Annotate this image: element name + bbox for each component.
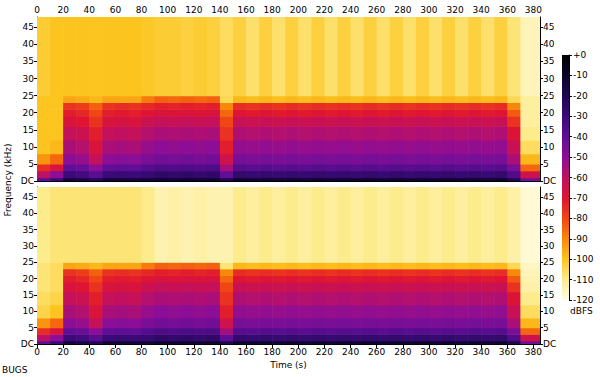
svg-text:30: 30 [543, 74, 555, 84]
svg-text:80: 80 [136, 347, 148, 357]
svg-text:320: 320 [446, 347, 463, 357]
svg-text:45: 45 [23, 22, 34, 32]
svg-text:220: 220 [316, 347, 333, 357]
svg-text:35: 35 [543, 225, 554, 235]
svg-text:25: 25 [543, 91, 554, 101]
svg-text:45: 45 [543, 22, 554, 32]
svg-text:280: 280 [394, 347, 411, 357]
svg-text:-90: -90 [573, 234, 588, 244]
svg-text:340: 340 [473, 5, 490, 15]
svg-text:40: 40 [23, 39, 35, 49]
svg-text:140: 140 [211, 5, 228, 15]
svg-text:45: 45 [543, 192, 554, 202]
svg-text:100: 100 [159, 5, 176, 15]
svg-text:240: 240 [342, 5, 359, 15]
svg-text:0: 0 [34, 5, 40, 15]
svg-text:380: 380 [525, 347, 542, 357]
svg-text:30: 30 [23, 74, 35, 84]
svg-text:-60: -60 [573, 173, 588, 183]
svg-text:DC: DC [543, 339, 556, 349]
svg-text:20: 20 [57, 5, 69, 15]
svg-text:25: 25 [23, 257, 34, 267]
svg-text:-10: -10 [573, 70, 588, 80]
svg-text:-50: -50 [573, 152, 588, 162]
svg-text:240: 240 [342, 347, 359, 357]
svg-text:120: 120 [185, 347, 202, 357]
svg-text:20: 20 [543, 274, 555, 284]
svg-text:35: 35 [23, 225, 34, 235]
svg-text:40: 40 [543, 208, 555, 218]
svg-text:-40: -40 [573, 132, 588, 142]
svg-text:Frequency (kHz): Frequency (kHz) [3, 143, 13, 216]
svg-text:320: 320 [446, 5, 463, 15]
svg-text:-30: -30 [573, 111, 588, 121]
svg-text:360: 360 [499, 347, 516, 357]
svg-text:160: 160 [237, 347, 254, 357]
svg-text:20: 20 [23, 274, 35, 284]
svg-text:45: 45 [23, 192, 34, 202]
svg-text:260: 260 [368, 347, 385, 357]
svg-text:200: 200 [290, 347, 307, 357]
svg-text:30: 30 [543, 241, 555, 251]
svg-text:40: 40 [84, 5, 96, 15]
svg-text:220: 220 [316, 5, 333, 15]
svg-text:-120: -120 [573, 295, 594, 305]
svg-text:0: 0 [34, 347, 40, 357]
svg-text:300: 300 [420, 5, 437, 15]
svg-text:280: 280 [394, 5, 411, 15]
svg-text:380: 380 [525, 5, 542, 15]
svg-text:40: 40 [23, 208, 35, 218]
svg-text:Time (s): Time (s) [269, 360, 307, 370]
svg-text:5: 5 [543, 159, 549, 169]
svg-text:35: 35 [23, 56, 34, 66]
svg-text:25: 25 [23, 91, 34, 101]
svg-text:40: 40 [84, 347, 96, 357]
svg-text:40: 40 [543, 39, 555, 49]
svg-text:180: 180 [264, 347, 281, 357]
svg-text:-110: -110 [573, 275, 594, 285]
svg-text:15: 15 [23, 290, 34, 300]
svg-text:20: 20 [57, 347, 69, 357]
svg-text:-80: -80 [573, 213, 588, 223]
svg-text:25: 25 [543, 257, 554, 267]
svg-text:BUGS: BUGS [2, 365, 28, 375]
svg-text:-100: -100 [573, 254, 594, 264]
svg-text:15: 15 [543, 290, 554, 300]
svg-text:10: 10 [543, 142, 555, 152]
svg-text:200: 200 [290, 5, 307, 15]
svg-text:-20: -20 [573, 91, 588, 101]
svg-text:DC: DC [21, 339, 34, 349]
svg-text:300: 300 [420, 347, 437, 357]
svg-text:60: 60 [110, 5, 122, 15]
svg-text:260: 260 [368, 5, 385, 15]
svg-text:5: 5 [28, 159, 34, 169]
svg-text:5: 5 [543, 323, 549, 333]
svg-text:10: 10 [543, 306, 555, 316]
svg-text:160: 160 [237, 5, 254, 15]
svg-text:15: 15 [23, 125, 34, 135]
svg-text:10: 10 [23, 142, 35, 152]
svg-text:20: 20 [23, 108, 35, 118]
svg-text:100: 100 [159, 347, 176, 357]
svg-text:30: 30 [23, 241, 35, 251]
svg-text:5: 5 [28, 323, 34, 333]
svg-text:+0: +0 [573, 50, 587, 60]
svg-text:10: 10 [23, 306, 35, 316]
svg-text:80: 80 [136, 5, 148, 15]
svg-text:340: 340 [473, 347, 490, 357]
svg-text:140: 140 [211, 347, 228, 357]
svg-text:DC: DC [21, 176, 34, 186]
svg-text:15: 15 [543, 125, 554, 135]
svg-text:DC: DC [543, 176, 556, 186]
svg-text:60: 60 [110, 347, 122, 357]
svg-text:180: 180 [264, 5, 281, 15]
svg-text:dBFS: dBFS [570, 306, 593, 316]
svg-text:35: 35 [543, 56, 554, 66]
svg-text:360: 360 [499, 5, 516, 15]
svg-text:20: 20 [543, 108, 555, 118]
svg-text:120: 120 [185, 5, 202, 15]
svg-text:-70: -70 [573, 193, 588, 203]
